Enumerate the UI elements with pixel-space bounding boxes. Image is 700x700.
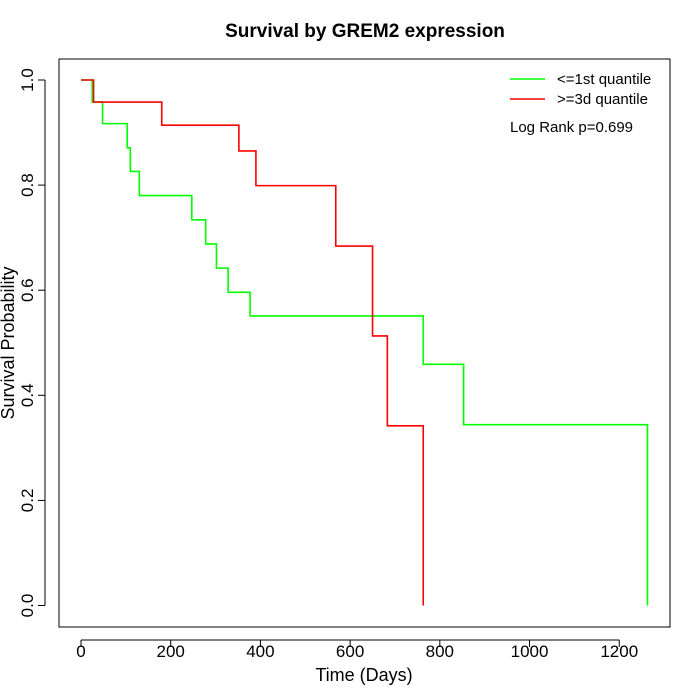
y-tick-label: 0.2	[18, 489, 37, 513]
y-tick-label: 0.4	[18, 383, 37, 407]
x-axis: 0 200 400 600 800 1000 1200	[76, 639, 638, 661]
chart-title: Survival by GREM2 expression	[225, 21, 505, 42]
legend-label-1: >=3d quantile	[557, 91, 648, 108]
x-tick-label: 0	[76, 642, 85, 661]
legend: <=1st quantile >=3d quantile	[510, 71, 651, 108]
y-tick-label: 0.0	[18, 594, 37, 618]
y-axis: 0.0 0.2 0.4 0.6 0.8 1.0	[18, 68, 46, 618]
y-axis-label: Survival Probability	[0, 266, 18, 419]
legend-label-0: <=1st quantile	[557, 71, 651, 88]
log-rank-annotation: Log Rank p=0.699	[510, 119, 633, 136]
x-tick-label: 800	[426, 642, 454, 661]
x-tick-label: 1000	[511, 642, 549, 661]
y-tick-label: 1.0	[18, 68, 37, 92]
series-line-1	[81, 79, 425, 606]
x-tick-label: 400	[246, 642, 274, 661]
x-tick-label: 1200	[600, 642, 638, 661]
y-tick-label: 0.6	[18, 278, 37, 302]
x-axis-label: Time (Days)	[315, 665, 412, 685]
y-tick-label: 0.8	[18, 173, 37, 197]
x-tick-label: 600	[336, 642, 364, 661]
x-tick-label: 200	[157, 642, 185, 661]
plot-area-frame	[58, 58, 671, 628]
series-layer	[81, 79, 649, 606]
series-line-0	[81, 79, 649, 606]
